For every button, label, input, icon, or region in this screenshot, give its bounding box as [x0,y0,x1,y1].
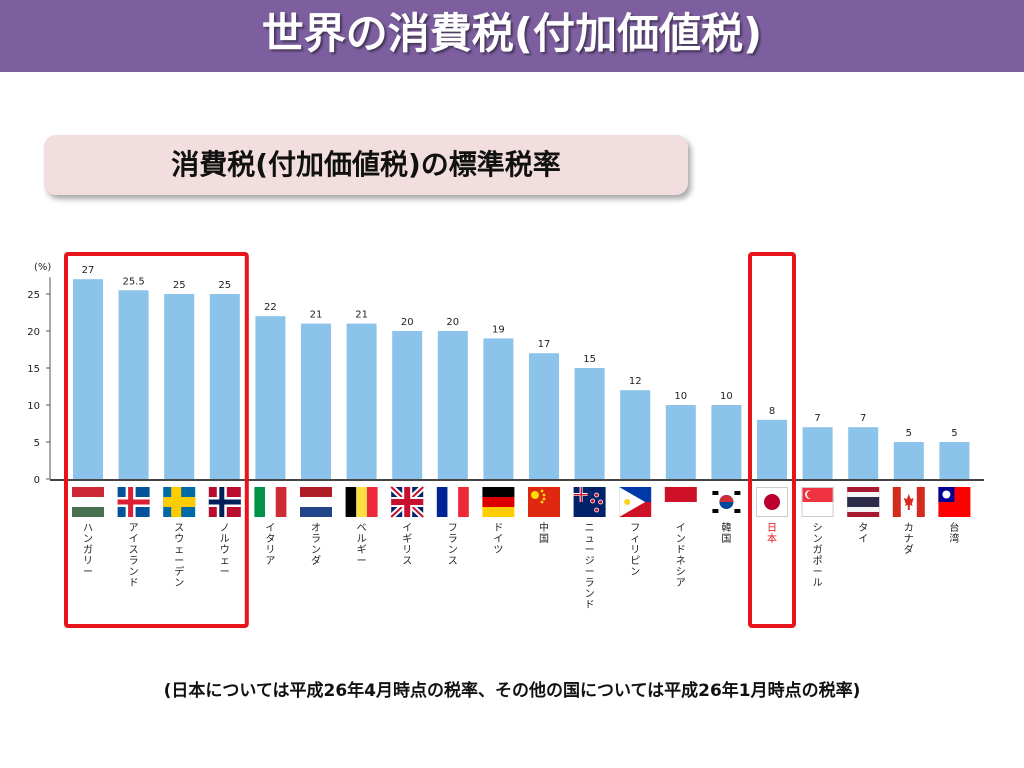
country-label: フランス [447,523,458,567]
bar-value-label: 19 [492,324,505,335]
highlight-frame [748,252,796,628]
bar-value-label: 25 [173,280,186,291]
bar-value-label: 15 [583,354,596,365]
country-label: ベルギー [356,523,367,567]
country-label: 日本 [767,523,777,545]
bar-value-label: 20 [446,317,459,328]
thailand-flag [847,487,880,517]
bar [757,419,787,479]
china-flag [528,487,560,517]
bar-value-label: 12 [629,376,642,387]
country-label: カナダ [903,523,914,556]
y-tick-label: 25 [27,290,40,301]
bar [620,390,651,479]
bar-value-label: 25.5 [122,276,144,287]
y-tick-label: 5 [34,438,40,449]
country-label: 中国 [539,523,549,545]
country-label: フィリピン [630,523,641,578]
bar [711,405,742,479]
south-korea-flag [710,487,743,517]
country-label: 台湾 [949,523,960,545]
country-label: 韓国 [721,523,732,545]
country-label: ノルウェー [219,523,230,578]
bar [802,427,833,479]
bar [529,353,559,479]
page-title: 世界の消費税(付加価値税) [261,9,763,58]
bar-value-label: 21 [355,310,368,321]
country-label: インドネシア [675,523,686,589]
canada-flag [892,487,925,517]
country-label: オランダ [311,523,321,567]
bar-value-label: 7 [860,413,866,424]
y-tick-label: 0 [34,475,40,486]
highlight-frame [64,252,249,628]
bar-value-label: 5 [951,428,957,439]
netherlands-flag [300,487,332,517]
subtitle-box: 消費税(付加価値税)の標準税率 [44,135,688,195]
country-label: タイ [858,523,869,545]
bar [848,427,879,479]
country-label: イギリス [402,523,413,567]
bar-value-label: 5 [906,428,912,439]
bar [73,279,103,479]
singapore-flag [801,487,834,517]
y-tick-label: 10 [27,401,40,412]
country-label: シンガポール [812,523,823,589]
bar [893,442,924,479]
bar [483,338,514,479]
philippines-flag [619,487,652,517]
bar-value-label: 17 [538,339,551,350]
y-axis-unit-label: (%) [34,262,51,273]
norway-flag [208,487,241,517]
bar [118,290,149,479]
new-zealand-flag [573,487,606,517]
france-flag [436,487,469,517]
bar [939,442,970,479]
country-label: アイスランド [128,523,139,589]
y-tick-label: 20 [27,327,40,338]
country-label: ドイツ [493,523,504,556]
taiwan-flag [938,487,971,517]
bar [255,316,286,479]
bar [665,405,696,479]
footnote: (日本については平成26年4月時点の税率、その他の国については平成26年1月時点… [163,681,861,701]
bar [574,368,605,479]
country-label: イタリア [265,523,276,567]
bar-value-label: 22 [264,302,277,313]
bar-value-label: 7 [814,413,820,424]
bar [392,331,423,479]
uk-flag [389,484,426,520]
bar-value-label: 10 [720,391,733,402]
country-label: ニュージーランド [584,523,595,611]
indonesia-flag [664,487,697,517]
bar-value-label: 25 [218,280,231,291]
iceland-flag [117,487,150,517]
chart-subtitle: 消費税(付加価値税)の標準税率 [171,148,561,181]
bar [164,294,195,479]
bar-value-label: 27 [82,265,95,276]
bar [437,331,468,479]
title-bar [0,0,1024,72]
hungary-flag [72,487,104,517]
bar-value-label: 20 [401,317,414,328]
sweden-flag [163,487,196,517]
belgium-flag [345,487,378,517]
y-tick-label: 15 [27,364,40,375]
bar-value-label: 8 [769,406,775,417]
bar [346,323,377,479]
italy-flag [254,487,287,517]
country-label: ハンガリー [83,523,93,578]
bar [209,294,240,479]
germany-flag [482,487,515,517]
bar-value-label: 10 [674,391,687,402]
country-label: スウェーデン [174,523,185,589]
bar-value-label: 21 [310,310,323,321]
bar [301,323,331,479]
japan-flag [756,487,788,517]
